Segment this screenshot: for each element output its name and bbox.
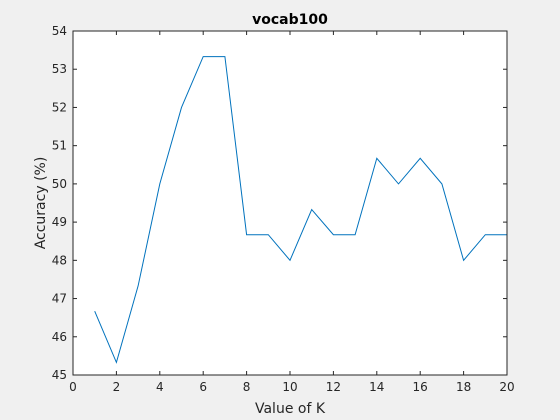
y-tick-label: 49 [52, 215, 67, 229]
data-point [463, 260, 464, 261]
x-tick-label: 16 [413, 380, 428, 394]
data-point [398, 183, 399, 184]
x-tick-label: 10 [282, 380, 297, 394]
y-tick-label: 53 [52, 62, 67, 76]
y-tick-label: 54 [52, 24, 67, 38]
y-tick-label: 47 [52, 292, 67, 306]
x-tick-label: 14 [369, 380, 384, 394]
y-axis-label: Accuracy (%) [33, 157, 49, 250]
x-tick-label: 12 [326, 380, 341, 394]
x-tick-label: 20 [499, 380, 514, 394]
data-point [485, 234, 486, 235]
y-tick-label: 50 [52, 177, 67, 191]
y-tick-label: 52 [52, 100, 67, 114]
data-point [203, 56, 204, 57]
x-tick-label: 4 [156, 380, 164, 394]
data-point [311, 209, 312, 210]
chart-title: vocab100 [252, 12, 328, 28]
y-tick-label: 46 [52, 330, 67, 344]
data-point [116, 362, 117, 363]
x-axis-label: Value of K [255, 401, 326, 417]
x-tick-label: 2 [113, 380, 121, 394]
plot-area [73, 31, 507, 375]
data-point [355, 234, 356, 235]
data-point [94, 311, 95, 312]
data-point [289, 260, 290, 261]
x-tick-label: 6 [199, 380, 207, 394]
data-point [441, 183, 442, 184]
x-tick-label: 0 [69, 380, 77, 394]
data-point [268, 234, 269, 235]
data-point [224, 56, 225, 57]
data-point [376, 158, 377, 159]
y-tick-label: 45 [52, 368, 67, 382]
series-layer [94, 56, 507, 364]
data-point [181, 107, 182, 108]
data-point [246, 234, 247, 235]
x-tick-label: 8 [243, 380, 251, 394]
data-point [333, 234, 334, 235]
data-point [138, 285, 139, 286]
y-tick-label: 48 [52, 253, 67, 267]
series-line-1 [94, 56, 507, 364]
data-point [159, 183, 160, 184]
y-tick-label: 51 [52, 139, 67, 153]
x-tick-label: 18 [456, 380, 471, 394]
data-point [420, 158, 421, 159]
